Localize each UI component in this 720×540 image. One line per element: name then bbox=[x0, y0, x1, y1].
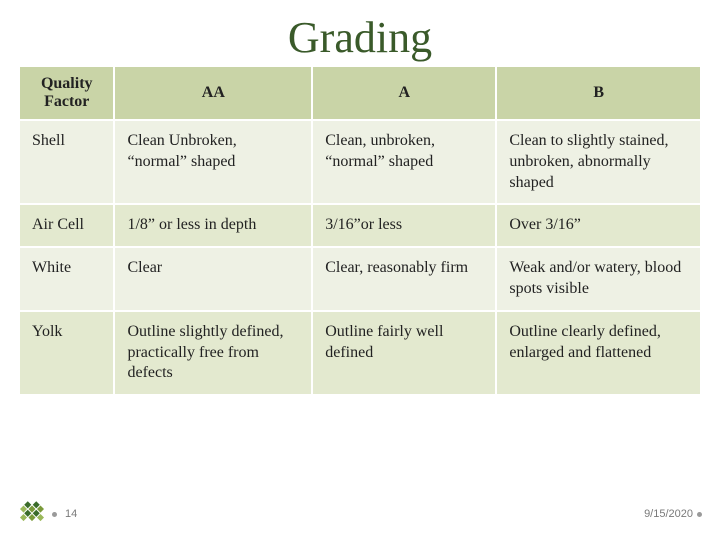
page-title: Grading bbox=[18, 12, 702, 63]
bullet-icon bbox=[697, 512, 702, 517]
slide-footer: 14 9/15/2020 bbox=[0, 500, 720, 528]
cell-aa: 1/8” or less in depth bbox=[114, 204, 312, 247]
cell-a: 3/16”or less bbox=[312, 204, 496, 247]
cell-factor: Shell bbox=[19, 120, 114, 204]
table-row: White Clear Clear, reasonably firm Weak … bbox=[19, 247, 701, 311]
bullet-icon bbox=[52, 512, 57, 517]
footer-right: 9/15/2020 bbox=[644, 508, 702, 520]
cell-a: Outline fairly well defined bbox=[312, 311, 496, 395]
cell-factor: White bbox=[19, 247, 114, 311]
col-header-b: B bbox=[496, 66, 701, 120]
cell-b: Outline clearly defined, enlarged and fl… bbox=[496, 311, 701, 395]
cell-aa: Clean Unbroken, “normal” shaped bbox=[114, 120, 312, 204]
table-row: Air Cell 1/8” or less in depth 3/16”or l… bbox=[19, 204, 701, 247]
page-number: 14 bbox=[65, 508, 77, 520]
col-header-aa: AA bbox=[114, 66, 312, 120]
col-header-factor: Quality Factor bbox=[19, 66, 114, 120]
cell-b: Over 3/16” bbox=[496, 204, 701, 247]
col-header-a: A bbox=[312, 66, 496, 120]
cell-factor: Air Cell bbox=[19, 204, 114, 247]
logo-icon bbox=[18, 500, 46, 528]
table-row: Shell Clean Unbroken, “normal” shaped Cl… bbox=[19, 120, 701, 204]
grading-table: Quality Factor AA A B Shell Clean Unbrok… bbox=[18, 65, 702, 396]
cell-aa: Outline slightly defined, practically fr… bbox=[114, 311, 312, 395]
table-row: Yolk Outline slightly defined, practical… bbox=[19, 311, 701, 395]
cell-b: Weak and/or watery, blood spots visible bbox=[496, 247, 701, 311]
cell-a: Clean, unbroken, “normal” shaped bbox=[312, 120, 496, 204]
cell-a: Clear, reasonably firm bbox=[312, 247, 496, 311]
footer-left: 14 bbox=[18, 500, 77, 528]
table-header-row: Quality Factor AA A B bbox=[19, 66, 701, 120]
slide-container: Grading Quality Factor AA A B Shell Clea… bbox=[0, 0, 720, 540]
slide-date: 9/15/2020 bbox=[644, 508, 693, 520]
cell-aa: Clear bbox=[114, 247, 312, 311]
cell-b: Clean to slightly stained, unbroken, abn… bbox=[496, 120, 701, 204]
cell-factor: Yolk bbox=[19, 311, 114, 395]
